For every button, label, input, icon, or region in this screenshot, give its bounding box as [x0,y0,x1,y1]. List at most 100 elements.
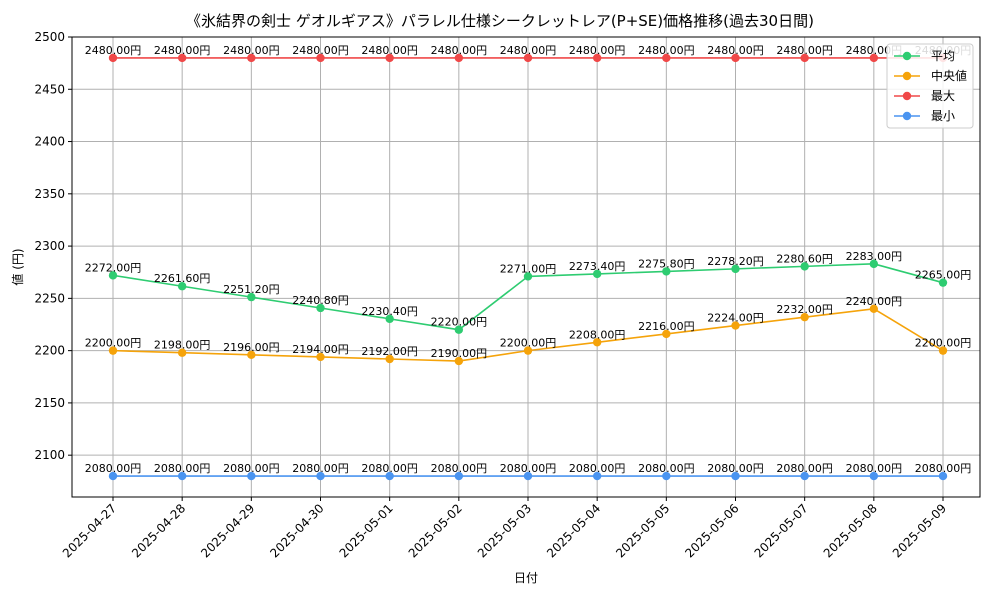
series-point-1 [869,304,879,314]
y-tick-label: 2450 [34,82,65,96]
series-point-0 [316,303,325,313]
data-label: 2080.00円 [154,462,211,475]
data-label: 2216.00円 [638,320,695,333]
series-point-2 [316,53,325,63]
data-label: 2224.00円 [707,312,764,325]
data-label: 2480.00円 [638,44,695,57]
series-point-3 [523,471,533,481]
series-point-2 [247,53,256,63]
data-label: 2272.00円 [85,261,142,274]
series-point-0 [662,267,671,276]
data-label: 2200.00円 [500,337,557,350]
data-label: 2080.00円 [292,462,349,475]
legend-swatch-marker [902,71,912,81]
x-tick-label: 2025-05-02 [406,501,465,560]
series-point-2 [385,53,394,63]
x-tick-label: 2025-04-29 [198,501,257,560]
series-point-1 [592,338,602,347]
data-label: 2200.00円 [85,337,142,350]
data-label: 2273.40円 [569,260,626,273]
data-label: 2480.00円 [85,44,142,57]
data-label: 2480.00円 [776,44,833,57]
series-point-0 [454,325,464,334]
series-point-3 [731,471,740,481]
series-point-2 [108,53,118,63]
chart-title: 《氷結界の剣士 ゲオルギアス》パラレル仕様シークレットレア(P+SE)価格推移(… [186,12,814,30]
x-tick-label: 2025-05-01 [337,501,396,560]
legend-swatch-marker [902,51,912,61]
data-label: 2275.80円 [638,257,695,270]
series-point-1 [177,348,187,357]
x-axis: 2025-04-27 2025-04-28 2025-04-29 2025-04-30… [60,497,949,560]
data-label: 2251.20円 [223,283,280,296]
series-point-1 [316,352,325,362]
y-axis: 2100 2150 2200 2250 2300 2350 2400 2450 2500 [34,30,72,462]
series-point-3 [454,471,464,481]
data-labels: 2272.00円 2261.60円 2251.20円 2240.80円 2230.40円… [85,44,972,475]
legend-label: 中央値 [931,68,967,83]
series-point-2 [523,53,533,63]
y-axis-label: 値 (円) [10,248,25,285]
data-label: 2080.00円 [431,462,488,475]
data-label: 2080.00円 [85,462,142,475]
data-label: 2230.40円 [361,305,418,318]
data-label: 2080.00円 [638,462,695,475]
data-label: 2198.00円 [154,339,211,352]
series-point-0 [523,272,533,281]
series-point-1 [800,312,809,322]
series-point-1 [731,321,740,330]
series-point-0 [800,262,809,271]
data-label: 2194.00円 [292,343,349,356]
series-point-3 [247,471,256,481]
data-label: 2080.00円 [223,462,280,475]
plot-area [71,36,981,498]
data-label: 2283.00円 [846,250,903,263]
x-tick-label: 2025-05-08 [821,501,880,560]
data-label: 2192.00円 [361,345,418,358]
legend-box [886,43,974,129]
legend-label: 平均 [931,49,955,63]
series-point-1 [523,346,533,355]
data-label: 2480.00円 [500,44,557,57]
data-label: 2480.00円 [361,44,418,57]
legend-swatch-marker [902,111,912,121]
data-label: 2220.00円 [431,316,488,329]
series-point-0 [869,259,879,269]
x-tick-label: 2025-04-28 [129,501,188,560]
series-point-3 [592,471,602,481]
series-point-3 [316,471,325,481]
series-point-0 [938,278,948,287]
series-point-1 [454,356,464,366]
data-label: 2196.00円 [223,341,280,354]
x-tick-label: 2025-04-27 [60,501,119,560]
series-point-2 [592,53,602,63]
series-point-0 [177,282,187,291]
data-label: 2480.00円 [569,44,626,57]
series-point-2 [800,53,809,63]
series-point-2 [177,53,187,63]
data-label: 2080.00円 [569,462,626,475]
data-label: 2200.00円 [915,337,972,350]
x-tick-label: 2025-04-30 [267,501,326,560]
data-label: 2265.00円 [915,269,972,282]
data-label: 2208.00円 [569,328,626,341]
data-label: 2190.00円 [431,347,488,360]
series-point-1 [662,329,671,339]
x-tick-label: 2025-05-03 [475,501,534,560]
data-label: 2080.00円 [915,462,972,475]
y-tick-label: 2400 [34,135,65,149]
data-label: 2080.00円 [707,462,764,475]
data-label: 2271.00円 [500,262,557,275]
series-point-3 [800,471,809,481]
series-point-0 [108,271,118,280]
series-point-3 [662,471,671,481]
series-point-3 [385,471,394,481]
data-label: 2480.00円 [431,44,488,57]
data-label: 2080.00円 [500,462,557,475]
series-point-0 [731,264,740,274]
data-label: 2240.80円 [292,294,349,307]
data-label: 2278.20円 [707,255,764,268]
data-label: 2232.00円 [776,303,833,316]
